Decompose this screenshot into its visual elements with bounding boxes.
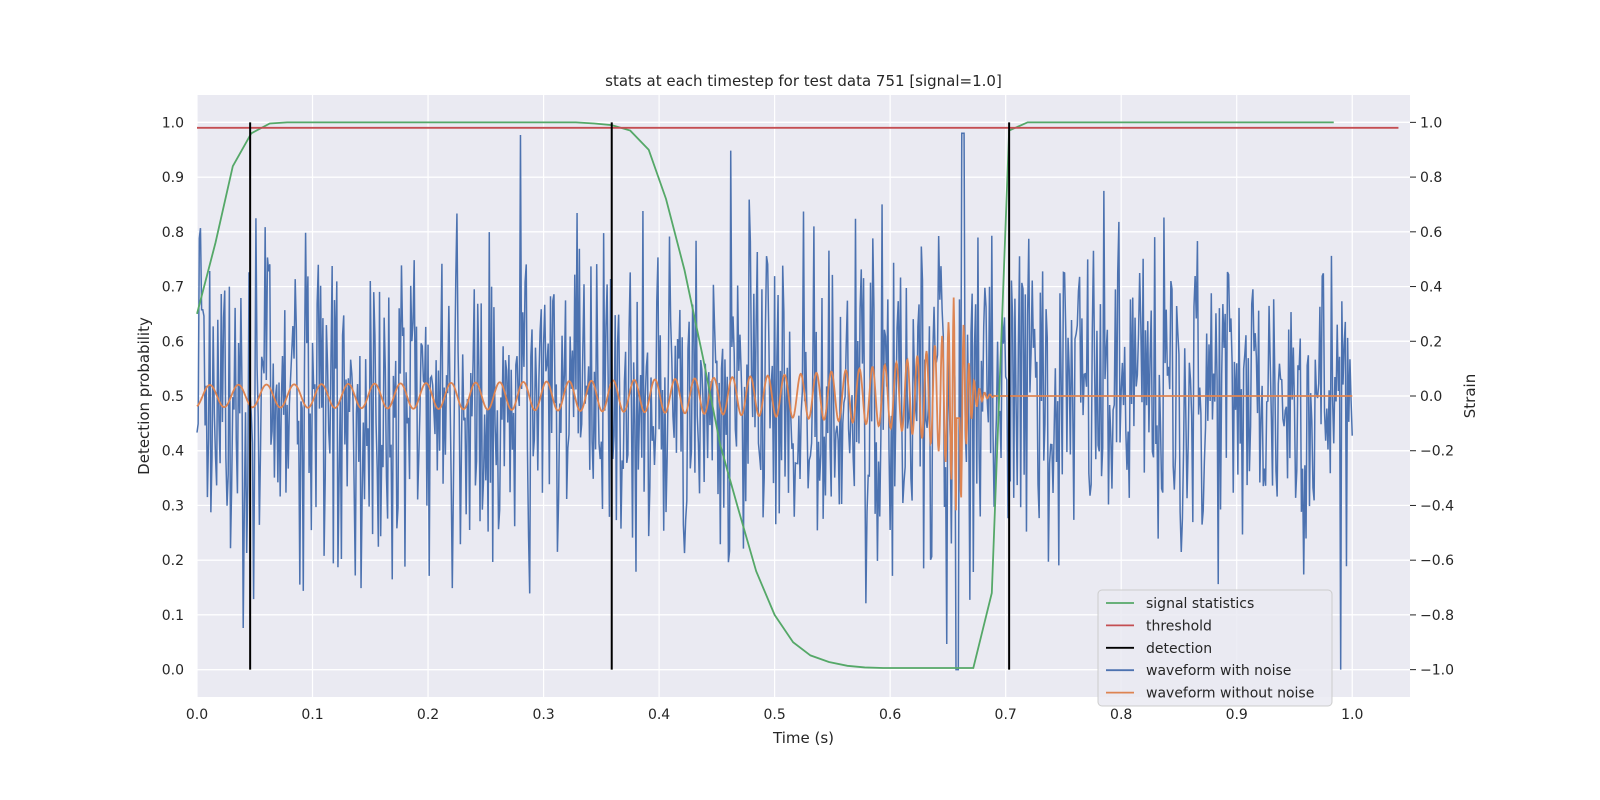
y-left-tick-label: 0.2 xyxy=(162,553,184,569)
y-right-axis-title: Strain xyxy=(1461,374,1479,418)
series-signal-statistics xyxy=(196,121,1334,669)
legend-label: threshold xyxy=(1146,618,1212,634)
y-right-tick-label: 1.0 xyxy=(1420,115,1442,131)
data-layer xyxy=(196,121,1399,671)
x-tick-label: 0.9 xyxy=(1226,707,1248,723)
y-right-tick-label: 0.0 xyxy=(1420,389,1442,405)
x-tick-label: 0.4 xyxy=(648,707,670,723)
y-right-tick-label: 0.8 xyxy=(1420,170,1442,186)
y-left-axis-title: Detection probability xyxy=(135,317,153,475)
y-right-tick-label: −0.6 xyxy=(1420,553,1454,569)
x-tick-label: 0.0 xyxy=(186,707,208,723)
y-left-tick-label: 0.6 xyxy=(162,334,184,350)
x-tick-label: 0.2 xyxy=(417,707,439,723)
legend-label: detection xyxy=(1146,641,1212,657)
x-tick-label: 0.3 xyxy=(532,707,554,723)
y-right-tick-label: 0.4 xyxy=(1420,280,1442,296)
x-tick-label: 0.1 xyxy=(301,707,323,723)
y-right-tick-label: 0.2 xyxy=(1420,334,1442,350)
legend-label: signal statistics xyxy=(1146,596,1254,612)
y-left-tick-label: 0.4 xyxy=(162,444,184,460)
chart-title: stats at each timestep for test data 751… xyxy=(605,72,1002,90)
legend: signal statistics threshold detection wavef… xyxy=(1097,589,1333,707)
legend-label: waveform without noise xyxy=(1146,686,1314,702)
series-waveform-without-noise xyxy=(196,297,1353,511)
y-right-tick-label: −1.0 xyxy=(1420,663,1454,679)
y-left-tick-label: 0.9 xyxy=(162,170,184,186)
y-left-tick-label: 0.0 xyxy=(162,663,184,679)
y-left-tick-label: 0.3 xyxy=(162,498,184,514)
y-left-tick-label: 0.5 xyxy=(162,389,184,405)
x-axis-title: Time (s) xyxy=(772,729,834,747)
legend-box xyxy=(1097,589,1333,707)
y-left-tick-label: 0.8 xyxy=(162,225,184,241)
y-right-tick-label: −0.2 xyxy=(1420,444,1454,460)
x-tick-label: 1.0 xyxy=(1341,707,1363,723)
x-tick-label: 0.6 xyxy=(879,707,901,723)
y-right-tick-label: −0.8 xyxy=(1420,608,1454,624)
y-right-tick-label: 0.6 xyxy=(1420,225,1442,241)
x-tick-label: 0.7 xyxy=(995,707,1017,723)
y-left-tick-label: 0.7 xyxy=(162,280,184,296)
y-left-tick-label: 1.0 xyxy=(162,115,184,131)
axis-layer: 0.0 0.1 0.2 0.3 0.4 0.5 0.6 0.7 0.8 0.9 1.0 0.0 0.1 0… xyxy=(162,115,1454,723)
legend-label: waveform with noise xyxy=(1146,663,1291,679)
y-left-tick-label: 0.1 xyxy=(162,608,184,624)
y-right-tick-label: −0.4 xyxy=(1420,498,1454,514)
x-tick-label: 0.8 xyxy=(1110,707,1132,723)
series-waveform-with-noise xyxy=(196,132,1353,671)
x-tick-label: 0.5 xyxy=(763,707,785,723)
